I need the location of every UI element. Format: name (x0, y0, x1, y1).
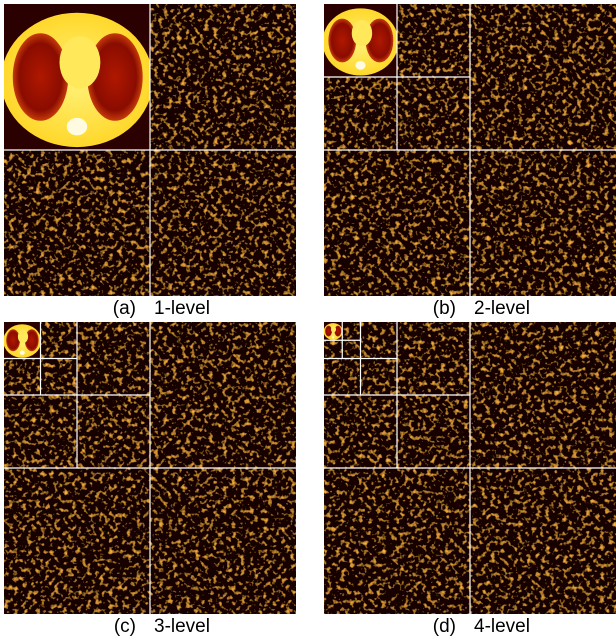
detail-subband (470, 4, 616, 150)
panel-caption: 4-level (474, 616, 530, 637)
detail-subband (324, 395, 397, 468)
detail-subband (361, 359, 398, 396)
detail-subband (397, 77, 470, 150)
lung-left (325, 326, 332, 337)
approximation-image (1, 4, 153, 150)
detail-subband (397, 395, 470, 468)
detail-subband (324, 150, 470, 296)
panel-label: (c) (114, 616, 136, 637)
panel: (b) 2-level (323, 4, 616, 319)
figure: (a) 1-level (b) 2-level (c) 3-level (d) 4-level (0, 0, 616, 642)
detail-subband (324, 77, 397, 150)
approximation-image (3, 322, 41, 359)
detail-subband (324, 468, 470, 614)
panel-label: (a) (113, 298, 136, 319)
detail-subband (41, 322, 78, 359)
detail-subband (342, 340, 360, 358)
detail-subband (150, 150, 296, 296)
panel: (c) 3-level (3, 322, 296, 637)
panel-caption: 2-level (474, 298, 530, 319)
approximation-image (324, 322, 343, 340)
detail-subband (470, 468, 616, 614)
detail-subband (470, 150, 616, 296)
panel: (d) 4-level (324, 322, 616, 637)
detail-subband (397, 4, 470, 77)
detail-subband (361, 322, 398, 359)
detail-subband (77, 322, 150, 395)
spine (355, 61, 365, 70)
detail-subband (4, 468, 150, 614)
detail-subband (324, 359, 361, 396)
heart (352, 20, 372, 46)
heart (18, 330, 28, 343)
detail-subband (470, 322, 616, 468)
spine (67, 118, 87, 136)
panel: (a) 1-level (1, 4, 296, 319)
page: {"panels": [ {"label": "(a)", "caption":… (0, 0, 616, 642)
detail-subband (150, 468, 296, 614)
spine (20, 350, 25, 354)
detail-subband (397, 322, 470, 395)
panel-label: (d) (433, 616, 456, 637)
detail-subband (4, 359, 41, 396)
lung-left (328, 19, 356, 63)
panel-caption: 1-level (154, 298, 210, 319)
approximation-image (323, 4, 399, 77)
heart (59, 36, 100, 89)
detail-subband (4, 395, 77, 468)
detail-subband (77, 395, 150, 468)
heart (331, 326, 336, 333)
detail-subband (342, 322, 360, 340)
panel-caption: 3-level (154, 616, 210, 637)
detail-subband (4, 150, 150, 296)
detail-subband (150, 4, 296, 150)
lung-left (13, 33, 68, 121)
detail-subband (324, 340, 342, 358)
panel-label: (b) (433, 298, 456, 319)
spine (332, 336, 335, 338)
detail-subband (41, 359, 78, 396)
lung-left (6, 329, 20, 351)
detail-subband (150, 322, 296, 468)
